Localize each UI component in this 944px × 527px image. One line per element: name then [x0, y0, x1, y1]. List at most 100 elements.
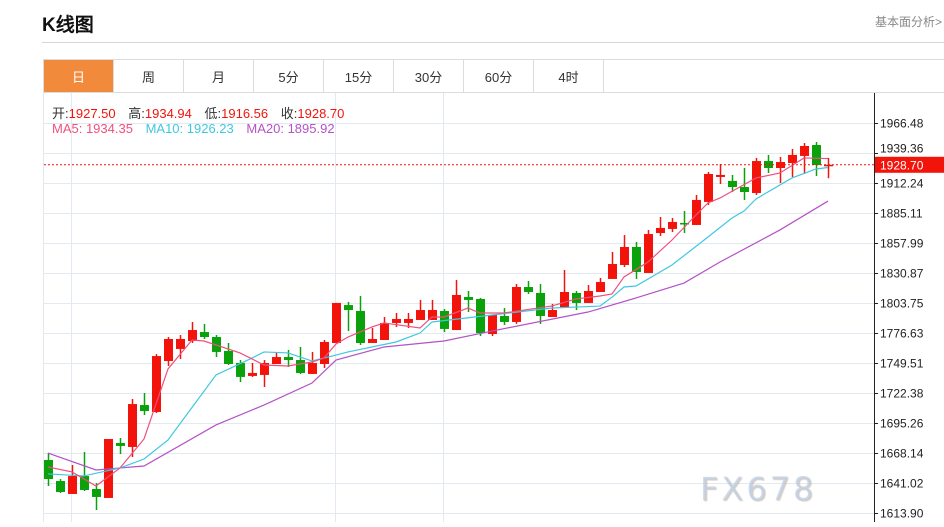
legend-ma10: MA10: 1926.23 [145, 121, 234, 136]
open-value: 1927.50 [68, 106, 116, 121]
candle-body-up [176, 339, 185, 349]
candle-body-down [344, 305, 353, 311]
tab-60min[interactable]: 60分 [464, 60, 534, 92]
candle-body-up [260, 363, 269, 375]
candle-body-up [368, 339, 377, 343]
y-tick-label: 1613.90 [880, 507, 924, 521]
candle-body-down [116, 442, 125, 446]
candle-body-up [596, 282, 605, 292]
candle-body-down [200, 332, 209, 338]
candle-body-up [128, 404, 137, 447]
candle-body-down [680, 222, 689, 225]
candle-body-down [500, 315, 509, 322]
y-tick-label: 1722.38 [880, 387, 924, 401]
candle-body-down [140, 405, 149, 412]
close-value: 1928.70 [297, 106, 345, 121]
candle-body-down [284, 357, 293, 361]
fx678-watermark-logo: FX678 [700, 470, 817, 508]
candle-body-up [308, 363, 317, 374]
y-tick-label: 1857.99 [880, 237, 924, 251]
y-tick-label: 1912.24 [880, 177, 924, 191]
candle-body-up [800, 145, 809, 156]
y-tick-label: 1695.26 [880, 417, 924, 431]
y-tick-label: 1749.51 [880, 357, 924, 371]
tab-5min[interactable]: 5分 [254, 60, 324, 92]
tab-day[interactable]: 日 [44, 60, 114, 92]
kline-chart-svg: 1966.48 1939.36 1912.24 1885.11 1857.99 1830.… [44, 93, 944, 522]
candle-body-up [404, 318, 413, 323]
tab-15min[interactable]: 15分 [324, 60, 394, 92]
legend-ma5: MA5: 1934.35 [52, 121, 133, 136]
y-tick-label: 1830.87 [880, 267, 924, 281]
candle-body-down [44, 460, 53, 480]
candle-body-up [752, 161, 761, 193]
ma-legend: MA5: 1934.35 MA10: 1926.23 MA20: 1895.92 [52, 121, 335, 136]
kline-chart[interactable]: 1966.48 1939.36 1912.24 1885.11 1857.99 1830.… [43, 93, 944, 522]
candle-body-down [296, 360, 305, 373]
candle-body-up [788, 154, 797, 164]
candle-body-up [608, 264, 617, 279]
fundamental-analysis-link[interactable]: 基本面分析> [874, 15, 942, 29]
candle-body-up [656, 227, 665, 234]
high-label: 高: [128, 106, 145, 121]
y-tick-label: 1668.14 [880, 447, 924, 461]
candle-body-down [632, 246, 641, 272]
candle-body-up [716, 174, 725, 177]
candle-body-up [248, 372, 257, 376]
ma20-line [47, 200, 829, 471]
candle-body-down [524, 287, 533, 292]
candle-body-up [272, 357, 281, 365]
candle-body-down [728, 180, 737, 188]
candle-body-down [236, 363, 245, 377]
low-label: 低: [204, 106, 222, 121]
candle-body-up [668, 221, 677, 229]
last-price-badge [875, 156, 944, 173]
candle-body-up [488, 315, 497, 335]
ohlc-readout: 开:1927.50 高:1934.94 低:1916.56 收:1928.70 [52, 103, 344, 122]
close-label: 收: [280, 106, 298, 121]
candle-body-up [320, 341, 329, 365]
open-label: 开: [52, 106, 69, 121]
candle-body-up [416, 310, 425, 320]
candle-body-up [704, 173, 713, 202]
candle-body-up [824, 164, 833, 167]
candle-body-up [332, 302, 341, 343]
candle-body-up [380, 322, 389, 341]
legend-ma20: MA20: 1895.92 [246, 121, 335, 136]
y-tick-label: 1776.63 [880, 327, 924, 341]
candle-body-down [224, 350, 233, 365]
tab-month[interactable]: 月 [184, 60, 254, 92]
candle-body-up [692, 199, 701, 225]
candle-body-down [356, 311, 365, 343]
tab-30min[interactable]: 30分 [394, 60, 464, 92]
y-tick-label: 1885.11 [880, 207, 923, 221]
candle-body-down [740, 187, 749, 193]
ma10-line [47, 166, 829, 477]
candle-body-up [644, 234, 653, 273]
candle-body-up [188, 330, 197, 341]
candle-body-down [464, 296, 473, 300]
tab-week[interactable]: 周 [114, 60, 184, 92]
candle-body-up [512, 287, 521, 322]
candle-body-down [56, 481, 65, 492]
candle-body-up [392, 318, 401, 323]
period-tabs: 日 周 月 5分 15分 30分 60分 4时 [43, 59, 944, 93]
candle-body-down [212, 337, 221, 352]
y-tick-label: 1803.75 [880, 297, 924, 311]
candle-body-down [80, 476, 89, 490]
header-divider [42, 42, 944, 43]
tab-4hour[interactable]: 4时 [534, 60, 604, 92]
candle-body-up [68, 476, 77, 494]
last-price-label: 1928.70 [880, 158, 924, 172]
candle-body-up [164, 339, 173, 362]
high-value: 1934.94 [144, 106, 192, 121]
candle-body-down [572, 292, 581, 303]
ma5-line [47, 157, 829, 487]
low-value: 1916.56 [221, 106, 269, 121]
candle-body-down [536, 292, 545, 316]
candle-body-up [548, 310, 557, 317]
page-title: K线图 [42, 15, 94, 36]
y-tick-label: 1641.02 [880, 477, 924, 491]
candle-body-down [92, 488, 101, 497]
candle-body-down [812, 144, 821, 166]
